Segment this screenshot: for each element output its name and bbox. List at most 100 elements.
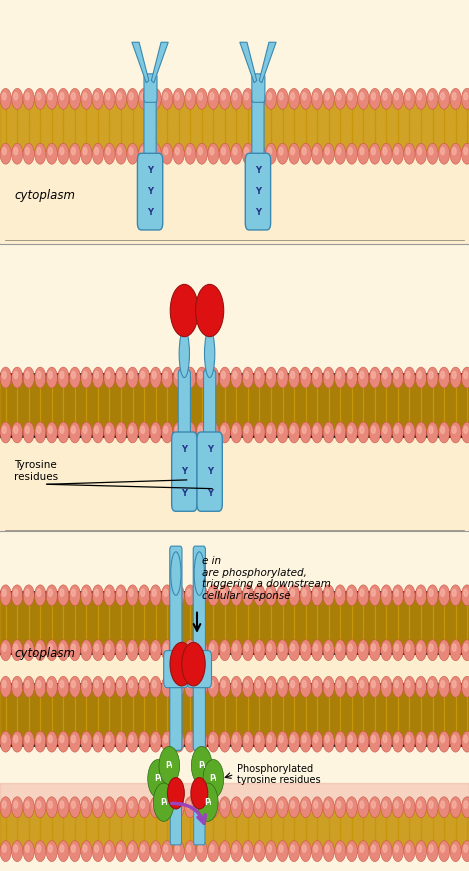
Circle shape — [439, 89, 450, 110]
Circle shape — [2, 845, 6, 852]
Circle shape — [0, 585, 11, 606]
Circle shape — [58, 639, 69, 661]
Circle shape — [288, 732, 300, 753]
Circle shape — [291, 644, 295, 652]
Circle shape — [221, 589, 226, 597]
Circle shape — [311, 143, 323, 164]
Circle shape — [311, 422, 323, 442]
Circle shape — [461, 422, 469, 442]
FancyBboxPatch shape — [252, 91, 264, 164]
Circle shape — [394, 801, 399, 808]
Circle shape — [48, 644, 53, 652]
Circle shape — [198, 801, 202, 808]
Circle shape — [265, 585, 277, 606]
Circle shape — [106, 845, 110, 852]
Circle shape — [152, 92, 156, 100]
Circle shape — [115, 143, 127, 164]
Circle shape — [427, 732, 438, 753]
Circle shape — [429, 147, 433, 155]
Circle shape — [175, 147, 179, 155]
Circle shape — [334, 367, 346, 388]
Circle shape — [14, 644, 18, 652]
Circle shape — [268, 426, 272, 434]
Circle shape — [427, 422, 438, 442]
Circle shape — [381, 639, 392, 661]
Circle shape — [346, 676, 357, 697]
Circle shape — [104, 585, 115, 606]
Circle shape — [221, 644, 226, 652]
Circle shape — [69, 367, 81, 388]
Circle shape — [210, 426, 214, 434]
Circle shape — [0, 797, 11, 818]
Circle shape — [173, 585, 184, 606]
Circle shape — [164, 589, 168, 597]
Circle shape — [23, 89, 34, 110]
Circle shape — [334, 732, 346, 753]
Circle shape — [0, 676, 11, 697]
Circle shape — [129, 735, 133, 743]
Circle shape — [427, 841, 438, 861]
Circle shape — [450, 422, 461, 442]
Circle shape — [12, 143, 23, 164]
Circle shape — [95, 680, 98, 688]
Circle shape — [141, 644, 144, 652]
Circle shape — [383, 589, 387, 597]
Circle shape — [439, 732, 450, 753]
Circle shape — [164, 426, 168, 434]
Circle shape — [58, 143, 69, 164]
Circle shape — [141, 680, 144, 688]
Circle shape — [371, 735, 375, 743]
Text: Y: Y — [197, 672, 202, 682]
Circle shape — [37, 147, 41, 155]
Circle shape — [406, 801, 410, 808]
Circle shape — [450, 639, 461, 661]
FancyBboxPatch shape — [204, 370, 216, 442]
Circle shape — [358, 89, 369, 110]
Circle shape — [348, 801, 352, 808]
Circle shape — [35, 367, 46, 388]
Circle shape — [219, 422, 230, 442]
Circle shape — [300, 841, 311, 861]
Circle shape — [187, 644, 191, 652]
Circle shape — [300, 732, 311, 753]
Circle shape — [81, 639, 92, 661]
Circle shape — [300, 585, 311, 606]
Circle shape — [150, 422, 161, 442]
Circle shape — [311, 797, 323, 818]
Circle shape — [265, 732, 277, 753]
Circle shape — [441, 147, 445, 155]
Circle shape — [185, 639, 196, 661]
Circle shape — [83, 845, 87, 852]
Circle shape — [325, 147, 329, 155]
Circle shape — [35, 585, 46, 606]
Circle shape — [83, 735, 87, 743]
Circle shape — [118, 589, 121, 597]
Circle shape — [81, 422, 92, 442]
Circle shape — [288, 676, 300, 697]
Circle shape — [277, 585, 288, 606]
Circle shape — [141, 371, 144, 379]
Circle shape — [187, 147, 191, 155]
Circle shape — [58, 422, 69, 442]
Circle shape — [406, 680, 410, 688]
Circle shape — [381, 841, 392, 861]
Circle shape — [153, 783, 174, 821]
Circle shape — [231, 797, 242, 818]
Text: Y: Y — [255, 166, 261, 175]
Circle shape — [404, 797, 415, 818]
Circle shape — [369, 639, 380, 661]
Circle shape — [254, 367, 265, 388]
Circle shape — [279, 680, 283, 688]
Circle shape — [348, 426, 352, 434]
Circle shape — [48, 735, 53, 743]
Circle shape — [141, 735, 144, 743]
Circle shape — [71, 92, 76, 100]
Bar — [0, 437, 469, 531]
Circle shape — [254, 841, 265, 861]
Circle shape — [92, 841, 104, 861]
Circle shape — [416, 89, 427, 110]
Circle shape — [221, 371, 226, 379]
FancyBboxPatch shape — [172, 432, 197, 511]
Circle shape — [244, 680, 249, 688]
Circle shape — [175, 371, 179, 379]
